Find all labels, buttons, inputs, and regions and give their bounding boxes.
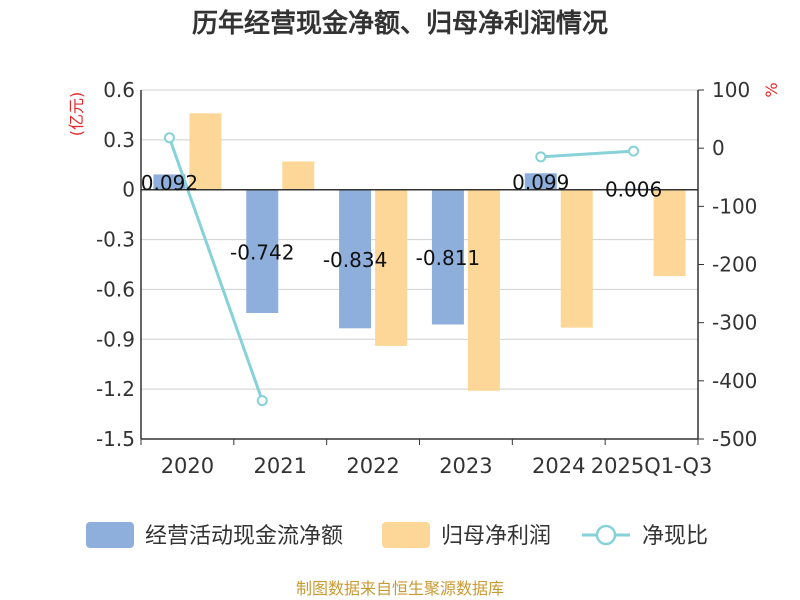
data-label-cashflow: 0.099	[512, 170, 569, 194]
right-tick-label: -300	[712, 311, 757, 335]
right-tick-label: -100	[712, 194, 757, 218]
bar-netprofit	[375, 189, 408, 346]
chart-title: 历年经营现金净额、归母净利润情况	[192, 8, 608, 39]
ratio-point	[256, 395, 268, 407]
ratio-point	[535, 151, 547, 163]
right-tick-label: -500	[712, 427, 757, 451]
axes: 0.6 0.3 0 -0.3 -0.6 -0.9 -1.2 -1.5 100 0 -100 -200 -…	[96, 78, 757, 478]
legend: 经营活动现金流净额 归母净利润 净现比	[86, 522, 708, 549]
ratio-line-segment	[540, 149, 634, 159]
data-label-cashflow: -0.742	[230, 240, 294, 264]
bar-cashflow	[246, 189, 279, 314]
bar-cashflow	[153, 174, 186, 190]
bars	[153, 113, 686, 391]
ratio-point	[163, 132, 175, 144]
bar-netprofit	[653, 189, 686, 277]
right-tick-label: 100	[712, 78, 750, 102]
ratio-point	[628, 145, 640, 157]
left-tick-label: -0.6	[96, 277, 135, 301]
x-tick-label: 2021	[254, 454, 307, 478]
right-tick-label: 0	[712, 136, 725, 160]
data-labels: 0.092 -0.742 -0.834 -0.811 0.099 0.006	[141, 170, 662, 272]
bar-netprofit	[560, 189, 593, 328]
x-tick-label: 2022	[346, 454, 399, 478]
left-tick-label: -0.3	[96, 228, 135, 252]
bar-cashflow	[524, 173, 557, 190]
data-label-cashflow: 0.006	[605, 178, 662, 202]
left-axis-unit: (亿元)	[67, 92, 86, 137]
right-tick-label: -400	[712, 369, 757, 393]
left-tick-label: 0.3	[103, 128, 135, 152]
legend-marker-ratio[interactable]	[595, 524, 617, 546]
bar-netprofit	[189, 113, 222, 190]
left-tick-label: 0.6	[103, 78, 135, 102]
right-tick-label: -200	[712, 253, 757, 277]
right-axis-unit: %	[762, 82, 781, 97]
ratio-line-segment	[168, 137, 264, 402]
bar-cashflow	[431, 189, 464, 325]
x-tick-label: 2024	[532, 454, 585, 478]
left-tick-label: -1.2	[96, 377, 135, 401]
left-tick-label: -1.5	[96, 427, 135, 451]
x-tick-label: 2020	[161, 454, 214, 478]
legend-label-cashflow[interactable]: 经营活动现金流净额	[145, 524, 343, 549]
left-tick-label: -0.9	[96, 327, 135, 351]
legend-label-netprofit[interactable]: 归母净利润	[441, 524, 551, 549]
left-tick-label: 0	[122, 178, 135, 202]
data-label-cashflow: -0.811	[416, 246, 480, 270]
legend-swatch-cashflow[interactable]	[86, 522, 134, 548]
x-tick-label: 2023	[439, 454, 492, 478]
source-note: 制图数据来自恒生聚源数据库	[296, 579, 504, 598]
ratio-line	[163, 132, 640, 407]
legend-label-ratio[interactable]: 净现比	[642, 524, 708, 549]
legend-swatch-netprofit[interactable]	[382, 522, 430, 548]
bar-cashflow	[339, 189, 372, 329]
bar-netprofit	[467, 189, 500, 391]
data-label-cashflow: 0.092	[141, 171, 198, 195]
bar-netprofit	[282, 161, 315, 190]
data-label-cashflow: -0.834	[323, 248, 387, 272]
x-tick-label: 2025Q1-Q3	[591, 454, 713, 478]
